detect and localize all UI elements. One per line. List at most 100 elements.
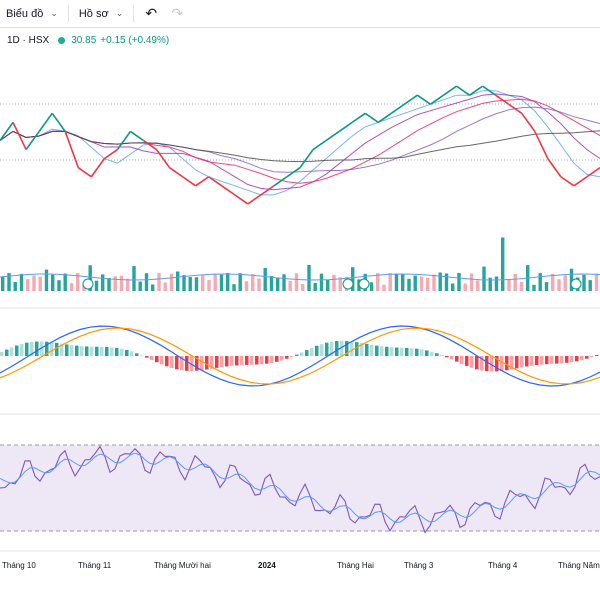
price-segment (77, 167, 92, 178)
volume-bar (138, 281, 142, 291)
profile-menu-button[interactable]: Hồ sơ ⌄ (73, 0, 129, 27)
volume-bar (388, 273, 392, 291)
price-segment (521, 112, 536, 132)
chart-menu-button[interactable]: Biểu đồ ⌄ (0, 0, 64, 27)
volume-bar (469, 273, 474, 291)
volume-bar (294, 273, 299, 291)
macd-histogram-bar (95, 346, 99, 356)
moving-average-line-5 (0, 130, 600, 163)
macd-histogram-bar (75, 345, 79, 356)
price-segment (364, 112, 379, 124)
macd-histogram-bar (365, 343, 369, 356)
macd-histogram-bar (210, 356, 214, 369)
macd-histogram-bar (270, 356, 274, 363)
macd-histogram-bar (465, 356, 469, 366)
macd-histogram-bar (275, 356, 279, 362)
macd-histogram-bar (525, 356, 529, 367)
moving-average-line-1 (0, 90, 600, 196)
volume-bar (588, 280, 592, 291)
macd-histogram-bar (395, 347, 399, 356)
macd-histogram-bar (530, 356, 534, 366)
volume-bar (488, 277, 492, 291)
macd-histogram-bar (290, 356, 294, 357)
macd-histogram-bar (445, 356, 449, 358)
redo-icon[interactable]: ↷ (171, 5, 184, 21)
volume-bar (201, 274, 205, 291)
price-segment (495, 94, 510, 105)
profile-menu-label: Hồ sơ (78, 7, 109, 20)
price-segment (377, 112, 392, 124)
time-label-oct: Tháng 10 (2, 561, 36, 570)
volume-bar (407, 278, 411, 291)
macd-histogram-bar (420, 349, 424, 356)
undo-icon[interactable]: ↶ (145, 5, 158, 21)
volume-bar (544, 282, 549, 291)
macd-histogram-bar (155, 356, 159, 363)
price-segment (325, 130, 340, 142)
price-segment (286, 167, 301, 178)
price-segment (429, 94, 444, 105)
macd-histogram-bar (390, 347, 394, 356)
macd-histogram-bar (265, 356, 269, 364)
macd-histogram-bar (475, 356, 479, 370)
macd-histogram-bar (335, 341, 339, 356)
macd-histogram-bar (570, 356, 574, 363)
macd-histogram-bar (115, 348, 119, 356)
price-segment (90, 158, 105, 178)
macd-histogram-bar (180, 356, 184, 371)
macd-histogram-bar (190, 356, 194, 371)
signal-line (0, 327, 600, 385)
macd-line (0, 325, 600, 387)
macd-histogram-bar (185, 356, 189, 371)
price-segment (51, 112, 66, 132)
price-segment (103, 148, 118, 160)
volume-bar (594, 273, 599, 291)
macd-histogram-bar (195, 356, 199, 371)
macd-histogram-bar (160, 356, 164, 365)
macd-histogram-bar (480, 356, 484, 371)
volume-bar (88, 265, 92, 291)
macd-histogram-bar (10, 347, 14, 356)
volume-bar (494, 276, 499, 291)
volume-bar (63, 273, 67, 291)
macd-histogram-bar (470, 356, 474, 368)
macd-histogram-bar (105, 347, 109, 356)
macd-histogram-bar (415, 348, 419, 356)
price-pane (0, 85, 600, 205)
macd-histogram-bar (110, 347, 114, 356)
macd-histogram-bar (65, 344, 69, 356)
macd-histogram-bar (560, 356, 564, 364)
volume-bar (251, 274, 255, 291)
volume-bar (338, 277, 342, 291)
macd-histogram-bar (450, 356, 454, 360)
price-segment (416, 94, 431, 105)
price-segment (155, 149, 171, 169)
time-axis: Tháng 10 Tháng 11 Tháng Mười hai 2024 Th… (2, 561, 600, 570)
macd-histogram-bar (215, 356, 219, 368)
macd-histogram-bar (145, 356, 149, 358)
macd-histogram-bar (350, 341, 354, 356)
volume-bar (382, 284, 386, 291)
chart-canvas[interactable]: Tháng 10 Tháng 11 Tháng Mười hai 2024 Th… (0, 28, 600, 600)
price-change: +0.15 (+0.49%) (100, 34, 170, 46)
price-segment (208, 176, 223, 187)
volume-bar (438, 272, 442, 291)
price-segment (25, 130, 40, 151)
volume-bar (107, 278, 111, 291)
price-segment (0, 121, 14, 141)
volume-bar (194, 277, 199, 291)
macd-histogram-bar (175, 356, 179, 370)
volume-bar (144, 273, 149, 291)
macd-histogram-bar (595, 355, 599, 356)
volume-bar (263, 267, 267, 291)
event-marker-icon (342, 278, 354, 290)
price-segment (273, 176, 288, 187)
volume-bar (176, 271, 180, 291)
volume-ma-line (0, 273, 600, 281)
volume-bar (232, 284, 236, 291)
macd-histogram-bar (485, 356, 489, 372)
volume-bar (26, 279, 30, 291)
price-segment (482, 85, 497, 96)
volume-bar (257, 278, 261, 291)
macd-histogram-bar (380, 346, 384, 356)
